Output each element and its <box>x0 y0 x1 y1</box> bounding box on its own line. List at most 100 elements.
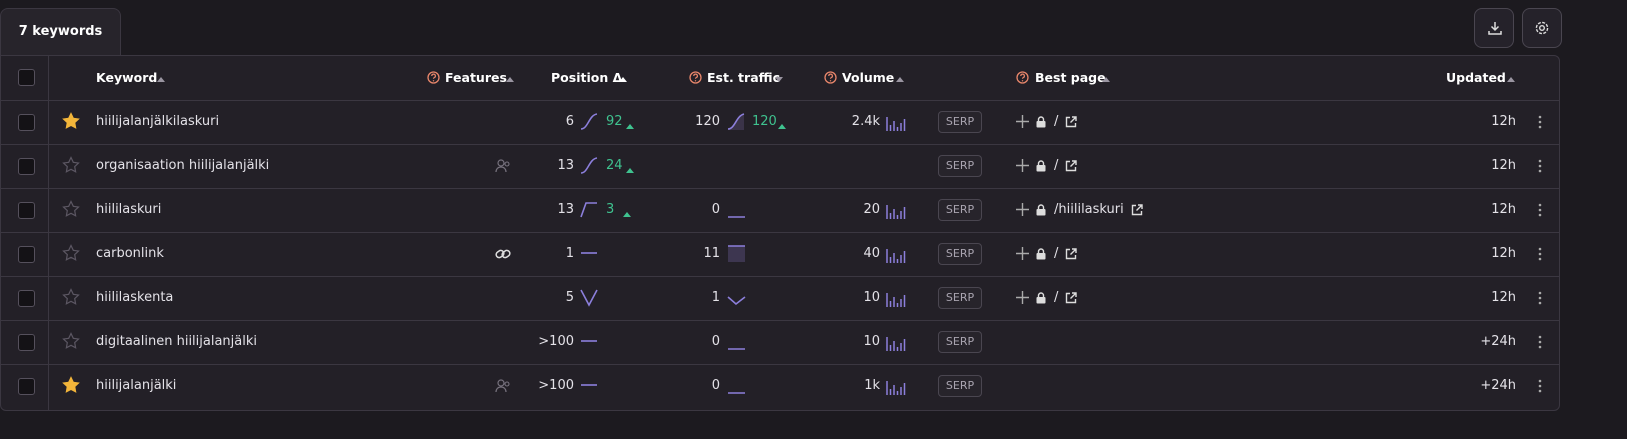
checkbox[interactable] <box>18 158 35 175</box>
best-page[interactable]: / <box>1054 246 1059 261</box>
up-arrow <box>626 118 634 129</box>
divider <box>48 56 49 410</box>
updated: +24h <box>1480 334 1516 349</box>
serp-button[interactable]: SERP <box>938 199 982 221</box>
add-icon-graphic <box>1016 291 1029 304</box>
external-link-icon-graphic <box>1066 292 1078 304</box>
traffic-sparkline-graphic <box>727 296 746 306</box>
checkbox[interactable] <box>18 69 35 86</box>
checkbox[interactable] <box>18 114 35 131</box>
serp-button[interactable]: SERP <box>938 375 982 397</box>
row-menu-graphic <box>1538 115 1542 129</box>
updated: 12h <box>1491 158 1516 173</box>
position: 5 <box>565 290 574 305</box>
up-arrow <box>778 118 786 129</box>
keyword[interactable]: organisaation hiilijalanjälki <box>96 158 270 173</box>
keyword[interactable]: hiilijalanjälkilaskuri <box>96 114 220 129</box>
updated: 12h <box>1491 114 1516 129</box>
lock-icon <box>1036 116 1046 128</box>
best-page[interactable]: /hiililaskuri <box>1054 202 1124 217</box>
sort-icon-graphic <box>1102 77 1110 82</box>
traffic-sparkline-graphic <box>728 392 745 394</box>
traffic-sparkline-graphic <box>727 113 745 130</box>
column-header: Updated <box>1446 70 1506 85</box>
serp-button[interactable]: SERP <box>938 287 982 309</box>
volume-bars-graphic <box>886 381 906 395</box>
checkbox[interactable] <box>18 290 35 307</box>
serp-button[interactable]: SERP <box>938 331 982 353</box>
row-menu[interactable] <box>1538 291 1542 305</box>
serp-button[interactable]: SERP <box>938 155 982 177</box>
row-divider <box>1 188 1559 189</box>
star <box>62 288 80 306</box>
serp-button[interactable]: SERP <box>938 243 982 265</box>
external-link-icon-graphic <box>1131 204 1143 216</box>
sort-icon <box>619 73 628 82</box>
keyword[interactable]: hiilijalanjälki <box>96 378 177 393</box>
row-menu[interactable] <box>1538 159 1542 173</box>
up-arrow <box>623 206 631 217</box>
row-menu-graphic <box>1538 335 1542 349</box>
updated: 12h <box>1491 290 1516 305</box>
serp-button[interactable]: SERP <box>938 111 982 133</box>
sort-icon-graphic <box>619 77 627 82</box>
column-header: Best page <box>1035 70 1106 85</box>
row-menu[interactable] <box>1538 115 1542 129</box>
traffic: 11 <box>703 246 720 261</box>
row-menu[interactable] <box>1538 335 1542 349</box>
position: >100 <box>538 378 574 393</box>
traffic: 1 <box>711 290 720 305</box>
row-menu-graphic <box>1538 291 1542 305</box>
keyword[interactable]: hiililaskuri <box>96 202 162 217</box>
keyword[interactable]: hiililaskenta <box>96 290 174 305</box>
external-link-icon <box>1131 204 1143 216</box>
add-icon-graphic <box>1016 203 1029 216</box>
download-button[interactable] <box>1474 8 1514 48</box>
settings-icon <box>1535 21 1549 35</box>
volume: 10 <box>863 290 880 305</box>
checkbox[interactable] <box>18 378 35 395</box>
star-graphic <box>62 288 80 305</box>
traffic-sparkline <box>727 200 746 219</box>
traffic-sparkline <box>727 376 746 395</box>
star-graphic <box>62 156 80 173</box>
row-menu[interactable] <box>1538 203 1542 217</box>
up-arrow-graphic <box>778 124 786 129</box>
position-sparkline-graphic <box>581 252 597 254</box>
star <box>62 244 80 262</box>
volume-bars-graphic <box>886 337 906 351</box>
position-sparkline-graphic <box>581 340 597 342</box>
row-menu[interactable] <box>1538 247 1542 261</box>
traffic: 0 <box>711 202 720 217</box>
up-arrow-graphic <box>626 168 634 173</box>
tab[interactable]: 7 keywords <box>0 8 121 56</box>
sort-icon-graphic <box>775 77 783 82</box>
row-divider <box>1 144 1559 145</box>
star <box>62 112 80 130</box>
position-sparkline-graphic <box>580 289 598 307</box>
add-icon-graphic <box>1016 159 1029 172</box>
add-icon-graphic <box>1016 247 1029 260</box>
checkbox[interactable] <box>18 202 35 219</box>
lock-icon-graphic <box>1036 204 1046 216</box>
column-header: Volume <box>842 70 895 85</box>
add-icon <box>1016 203 1029 216</box>
settings-button[interactable] <box>1522 8 1562 48</box>
keyword[interactable]: digitaalinen hiilijalanjälki <box>96 334 258 349</box>
row-menu[interactable] <box>1538 379 1542 393</box>
best-page[interactable]: / <box>1054 158 1059 173</box>
checkbox[interactable] <box>18 246 35 263</box>
table <box>0 55 1560 411</box>
traffic: 0 <box>711 334 720 349</box>
keyword[interactable]: carbonlink <box>96 246 164 261</box>
position-sparkline <box>580 332 598 351</box>
row-menu-graphic <box>1538 379 1542 393</box>
best-page[interactable]: / <box>1054 114 1059 129</box>
lock-icon <box>1036 204 1046 216</box>
checkbox[interactable] <box>18 334 35 351</box>
traffic-sparkline <box>727 288 746 307</box>
best-page[interactable]: / <box>1054 290 1059 305</box>
column-header: Features <box>445 70 507 85</box>
traffic-sparkline <box>727 244 746 263</box>
volume-bars-graphic <box>886 249 906 263</box>
